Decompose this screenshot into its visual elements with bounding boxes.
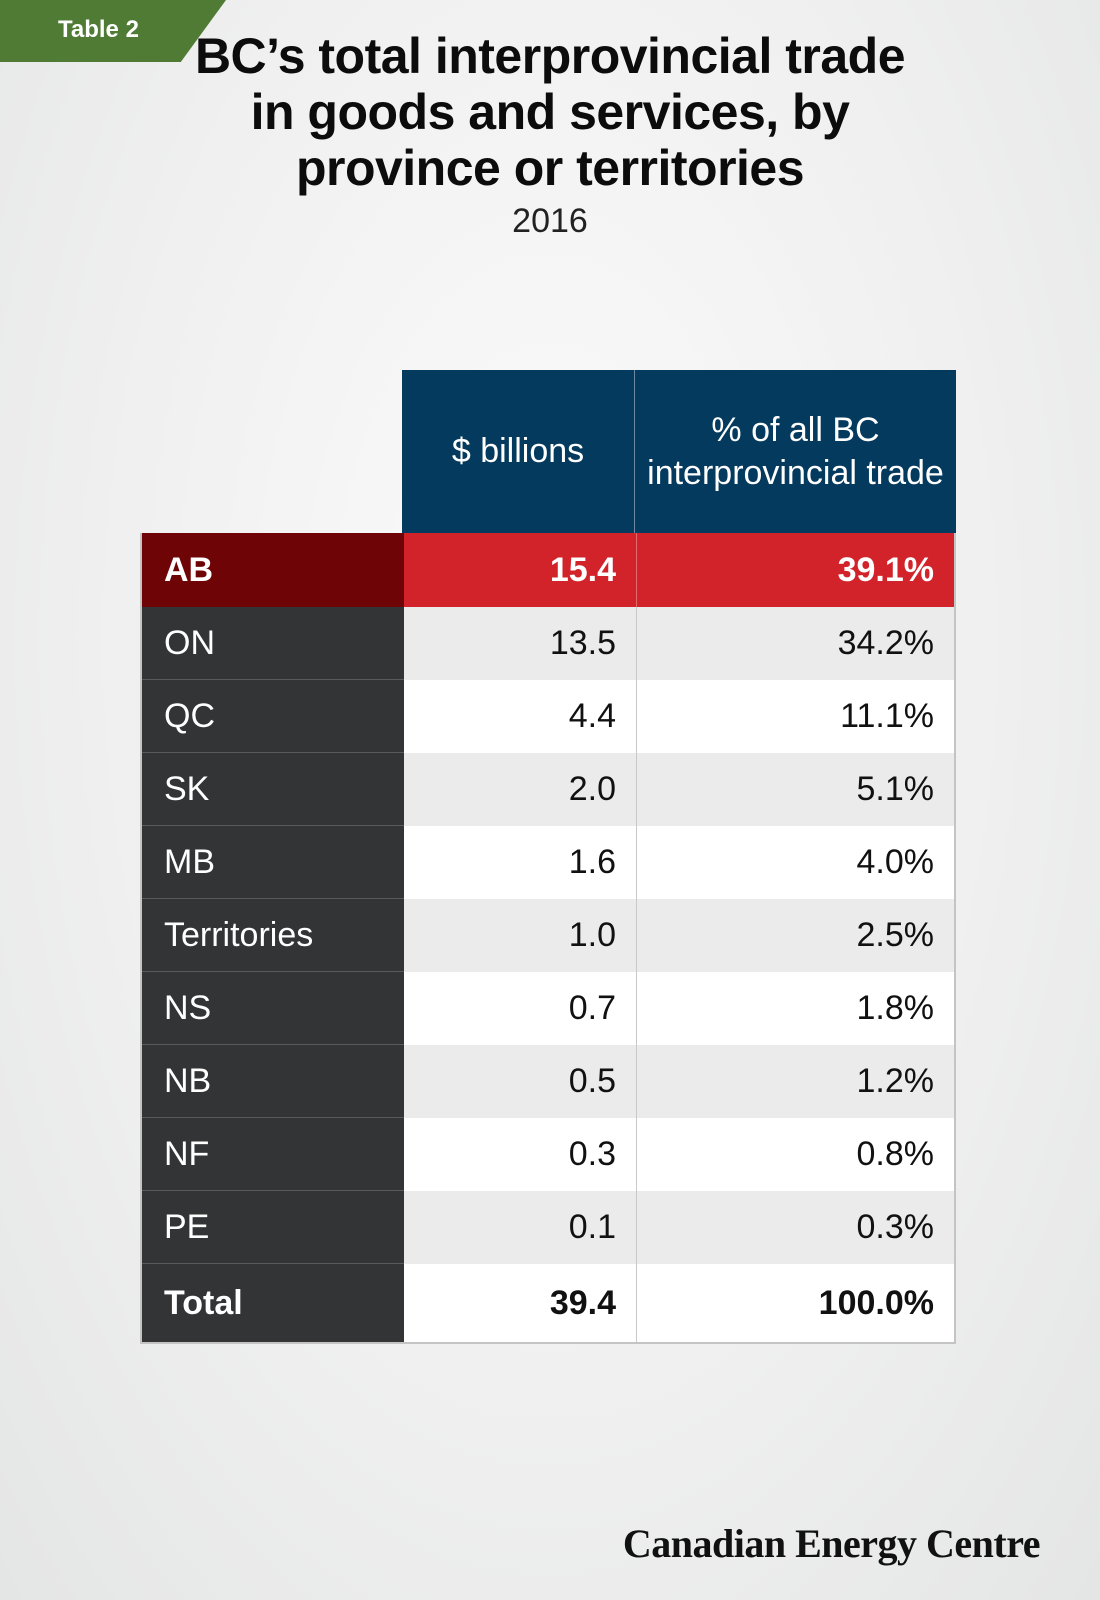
value-billions: 2.0: [404, 753, 637, 826]
table-row: Territories 1.0 2.5%: [142, 899, 954, 972]
value-percent: 34.2%: [637, 607, 954, 680]
total-label: Total: [142, 1264, 404, 1342]
value-billions: 1.6: [404, 826, 637, 899]
title-block: BC’s total interprovincial trade in good…: [0, 28, 1100, 241]
table-header: $ billions % of all BC interprovincial t…: [402, 370, 956, 533]
table-row: NB 0.5 1.2%: [142, 1045, 954, 1118]
value-billions: 0.1: [404, 1191, 637, 1264]
value-billions: 0.5: [404, 1045, 637, 1118]
row-label: QC: [142, 680, 404, 753]
row-label: NB: [142, 1045, 404, 1118]
value-billions: 4.4: [404, 680, 637, 753]
table-row: MB 1.6 4.0%: [142, 826, 954, 899]
total-row: Total 39.4 100.0%: [142, 1264, 954, 1342]
table-row: ON 13.5 34.2%: [142, 607, 954, 680]
value-billions: 1.0: [404, 899, 637, 972]
table-tag-label: Table 2: [58, 16, 139, 43]
header-divider: [634, 370, 635, 533]
total-percent: 100.0%: [637, 1264, 954, 1342]
value-percent: 11.1%: [637, 680, 954, 753]
value-billions: 0.3: [404, 1118, 637, 1191]
total-billions: 39.4: [404, 1264, 637, 1342]
value-percent: 1.8%: [637, 972, 954, 1045]
row-label: ON: [142, 607, 404, 680]
row-label: PE: [142, 1191, 404, 1264]
value-billions: 13.5: [404, 607, 637, 680]
value-percent: 0.3%: [637, 1191, 954, 1264]
row-label: MB: [142, 826, 404, 899]
row-label: AB: [142, 533, 404, 607]
value-percent: 39.1%: [637, 533, 954, 607]
page-subtitle: 2016: [512, 202, 588, 240]
column-header-billions: $ billions: [451, 432, 585, 470]
table-row: PE 0.1 0.3%: [142, 1191, 954, 1264]
table-row: NF 0.3 0.8%: [142, 1118, 954, 1191]
logo: Canadian Energy Centre: [622, 1521, 1041, 1566]
page-title: BC’s total interprovincial trade in good…: [194, 28, 906, 196]
table-tag-badge: Table 2: [0, 0, 226, 62]
row-label: NF: [142, 1118, 404, 1191]
value-percent: 1.2%: [637, 1045, 954, 1118]
column-header-percent: % of all BC interprovincial trade: [647, 410, 944, 492]
row-label: SK: [142, 753, 404, 826]
value-billions: 15.4: [404, 533, 637, 607]
table-row: AB 15.4 39.1%: [142, 533, 954, 607]
row-label: Territories: [142, 899, 404, 972]
table-row: QC 4.4 11.1%: [142, 680, 954, 753]
value-percent: 2.5%: [637, 899, 954, 972]
table-row: SK 2.0 5.1%: [142, 753, 954, 826]
table-body: AB 15.4 39.1% ON 13.5 34.2% QC 4.4 11.1% SK 2.0 5.1…: [140, 533, 956, 1344]
value-percent: 0.8%: [637, 1118, 954, 1191]
value-billions: 0.7: [404, 972, 637, 1045]
row-label: NS: [142, 972, 404, 1045]
table-row: NS 0.7 1.8%: [142, 972, 954, 1045]
value-percent: 5.1%: [637, 753, 954, 826]
value-percent: 4.0%: [637, 826, 954, 899]
